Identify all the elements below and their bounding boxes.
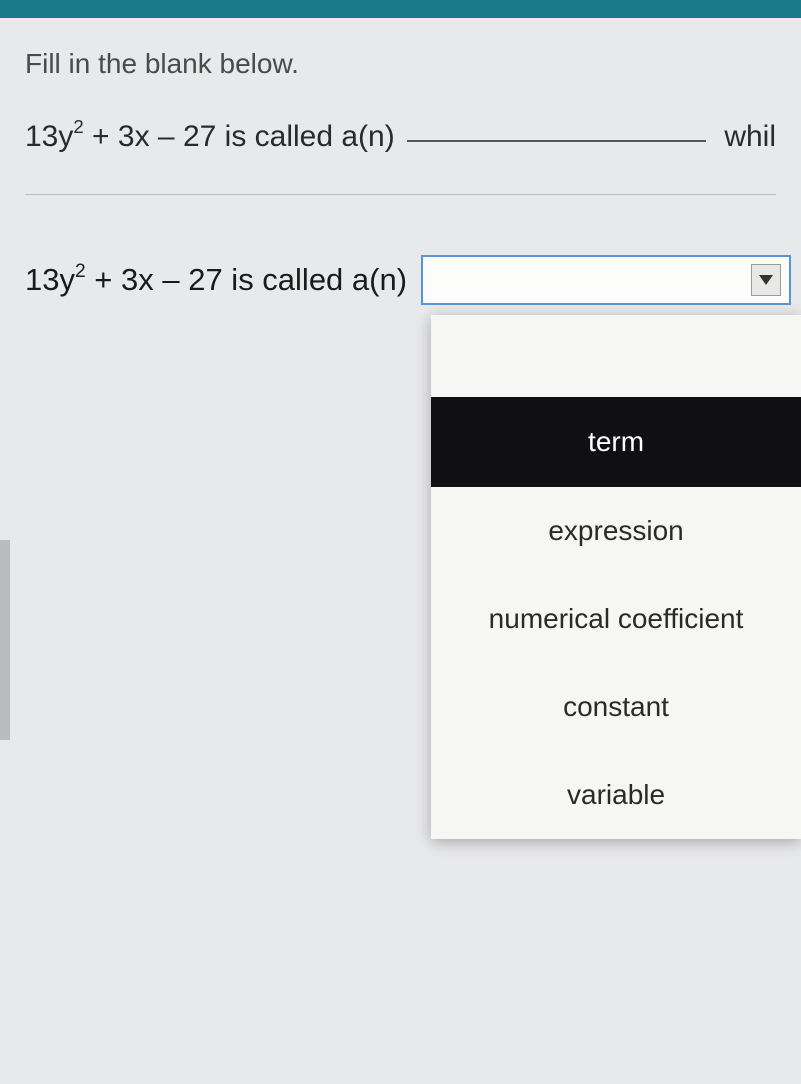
option-numerical-coefficient[interactable]: numerical coefficient	[431, 575, 801, 663]
section-divider	[25, 194, 776, 195]
expr-leading: 13y	[25, 120, 73, 153]
window-topbar	[0, 0, 801, 18]
option-expression[interactable]: expression	[431, 487, 801, 575]
answer-row: 13y2 + 3x – 27 is called a(n) term expre…	[25, 255, 776, 305]
answer-expression-text: 13y2 + 3x – 27 is called a(n)	[25, 262, 407, 298]
option-term[interactable]: term	[431, 397, 801, 487]
expression-text: 13y2 + 3x – 27 is called a(n)	[25, 118, 395, 154]
chevron-down-icon	[759, 275, 773, 285]
expr-superscript: 2	[73, 116, 83, 137]
question-page: Fill in the blank below. 13y2 + 3x – 27 …	[0, 18, 801, 1084]
option-variable[interactable]: variable	[431, 751, 801, 839]
fill-in-blank-line	[407, 140, 707, 142]
answer-select-wrap: term expression numerical coefficient co…	[421, 255, 791, 305]
problem-statement: 13y2 + 3x – 27 is called a(n) whil	[25, 118, 776, 154]
trailing-fragment: whil	[724, 120, 776, 154]
answer-expr-leading: 13y	[25, 262, 75, 297]
select-dropdown: term expression numerical coefficient co…	[431, 315, 801, 839]
select-arrow-button[interactable]	[751, 264, 781, 296]
expr-rest: + 3x – 27 is called a(n)	[84, 120, 395, 153]
instruction-text: Fill in the blank below.	[25, 48, 776, 80]
scrollbar-thumb[interactable]	[0, 540, 10, 740]
answer-expr-rest: + 3x – 27 is called a(n)	[86, 262, 407, 297]
answer-select[interactable]	[421, 255, 791, 305]
option-constant[interactable]: constant	[431, 663, 801, 751]
answer-expr-superscript: 2	[75, 261, 86, 282]
